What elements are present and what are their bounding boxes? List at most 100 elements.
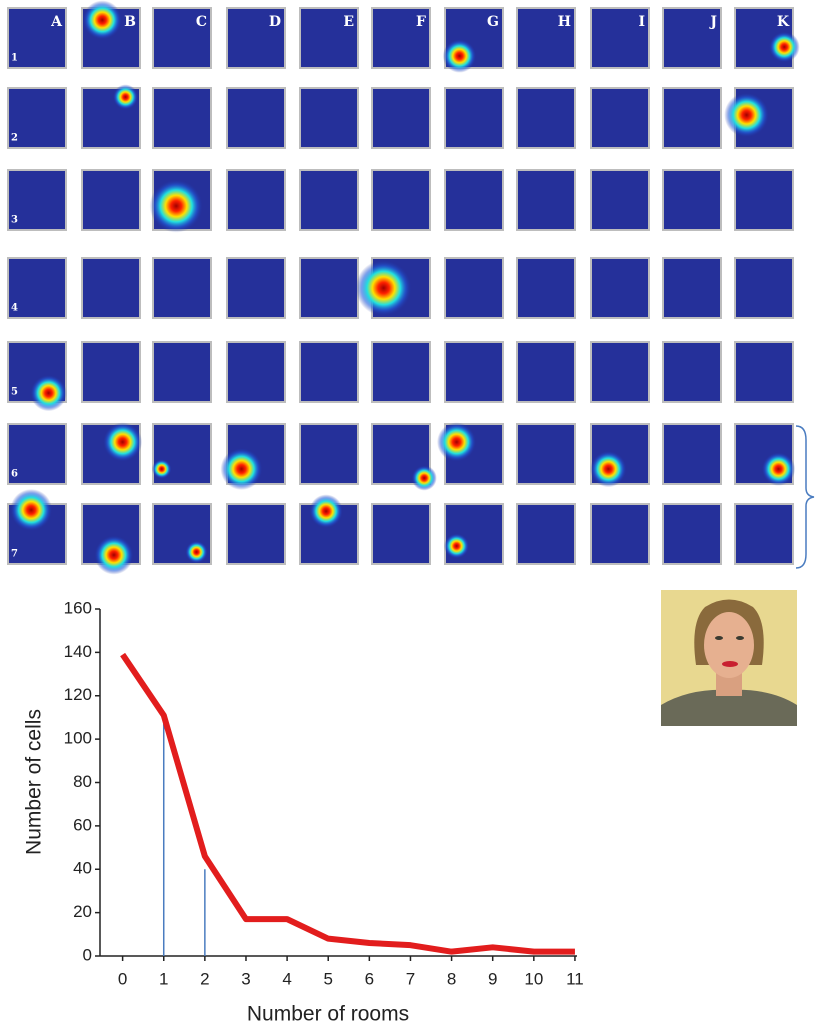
heatmap-tile — [734, 169, 794, 231]
firing-field — [185, 540, 208, 564]
heatmap-tile — [444, 257, 504, 319]
column-label: F — [416, 14, 426, 30]
photo-eye — [715, 636, 723, 640]
row-label: 5 — [11, 387, 18, 398]
firing-field — [30, 374, 67, 412]
heatmap-tile — [662, 423, 722, 485]
y-tick-label: 0 — [83, 945, 92, 964]
heatmap-tile — [299, 257, 359, 319]
heatmap-tile — [734, 503, 794, 565]
x-tick-label: 9 — [488, 969, 497, 988]
column-label: D — [269, 14, 281, 30]
column-label: I — [638, 14, 645, 30]
heatmap-tile — [516, 87, 576, 149]
heatmap-tile — [662, 257, 722, 319]
firing-field — [103, 422, 143, 462]
firing-field — [355, 260, 412, 316]
heatmap-tile — [226, 257, 286, 319]
photo-eye — [736, 636, 744, 640]
heatmap-tile — [734, 341, 794, 403]
column-label: A — [50, 14, 63, 30]
heatmap-tile — [516, 169, 576, 231]
column-label: H — [558, 14, 571, 30]
heatmap-tile — [590, 341, 650, 403]
heatmap-tile — [81, 341, 141, 403]
heatmap-tile — [662, 7, 722, 69]
x-tick-label: 0 — [118, 969, 127, 988]
heatmap-tile — [152, 257, 212, 319]
heatmap-tile — [590, 503, 650, 565]
firing-field — [309, 494, 343, 528]
x-axis-label: Number of rooms — [247, 1003, 409, 1026]
row-label: 3 — [11, 215, 18, 226]
heatmap-tile — [662, 341, 722, 403]
row-label: 2 — [11, 133, 18, 144]
line-chart: Number of rooms Number of cells 02040608… — [23, 598, 584, 1025]
firing-field — [724, 92, 769, 138]
heatmap-tile — [444, 169, 504, 231]
column-label: C — [196, 14, 207, 30]
x-tick-label: 10 — [524, 969, 543, 988]
column-label: B — [124, 14, 136, 30]
heatmap-tile — [662, 169, 722, 231]
column-label: K — [777, 14, 790, 30]
heatmap-tile — [444, 87, 504, 149]
x-tick-label: 3 — [241, 969, 250, 988]
firing-field — [442, 39, 477, 73]
heatmap-grid: A B C D E F G H I J K 1 2 3 4 5 6 7 — [7, 0, 800, 575]
x-tick-label: 6 — [365, 969, 374, 988]
firing-field — [94, 535, 134, 575]
photo-lips — [722, 661, 738, 667]
heatmap-tile — [590, 7, 650, 69]
heatmap-tile — [7, 423, 67, 485]
x-tick-label: 1 — [159, 969, 168, 988]
heatmap-tile — [226, 7, 286, 69]
heatmap-tile — [516, 423, 576, 485]
y-tick-label: 20 — [73, 902, 92, 921]
x-tick-label: 11 — [566, 969, 584, 988]
x-tick-label: 2 — [200, 969, 209, 988]
heatmap-tile — [299, 7, 359, 69]
column-label: E — [343, 14, 354, 30]
heatmap-tile — [7, 87, 67, 149]
heatmap-tile — [590, 169, 650, 231]
row-label: 4 — [11, 303, 18, 314]
x-tick-label: 4 — [282, 969, 291, 988]
row-label: 1 — [11, 53, 18, 64]
heatmap-tile — [152, 341, 212, 403]
heatmap-tile — [734, 257, 794, 319]
firing-field — [82, 0, 122, 40]
heatmap-tile — [590, 87, 650, 149]
y-tick-label: 160 — [64, 598, 92, 617]
column-label: J — [708, 14, 717, 30]
heatmap-tile — [81, 257, 141, 319]
x-tick-label: 5 — [323, 969, 332, 988]
column-label: G — [487, 14, 499, 30]
heatmap-tile — [516, 341, 576, 403]
firing-field — [112, 84, 139, 110]
y-tick-label: 100 — [64, 729, 92, 748]
heatmap-tile — [7, 169, 67, 231]
heatmap-tile — [299, 423, 359, 485]
firing-field — [761, 452, 796, 486]
heatmap-tile — [371, 7, 431, 69]
y-axis-label: Number of cells — [23, 709, 46, 855]
firing-field — [220, 448, 263, 490]
heatmap-tile — [662, 503, 722, 565]
heatmap-tile — [516, 7, 576, 69]
heatmap-tile — [516, 257, 576, 319]
y-tick-label: 60 — [73, 815, 92, 834]
heatmap-tile — [371, 341, 431, 403]
heatmap-tile — [444, 341, 504, 403]
heatmap-tile — [299, 87, 359, 149]
bracket — [795, 425, 815, 569]
data-line — [120, 652, 575, 955]
heatmap-tile — [226, 341, 286, 403]
x-tick-label: 8 — [447, 969, 456, 988]
heatmap-tile — [516, 503, 576, 565]
y-tick-label: 40 — [73, 859, 92, 878]
firing-field — [590, 450, 627, 488]
photo-shoulders — [661, 689, 797, 726]
firing-field — [149, 179, 203, 233]
